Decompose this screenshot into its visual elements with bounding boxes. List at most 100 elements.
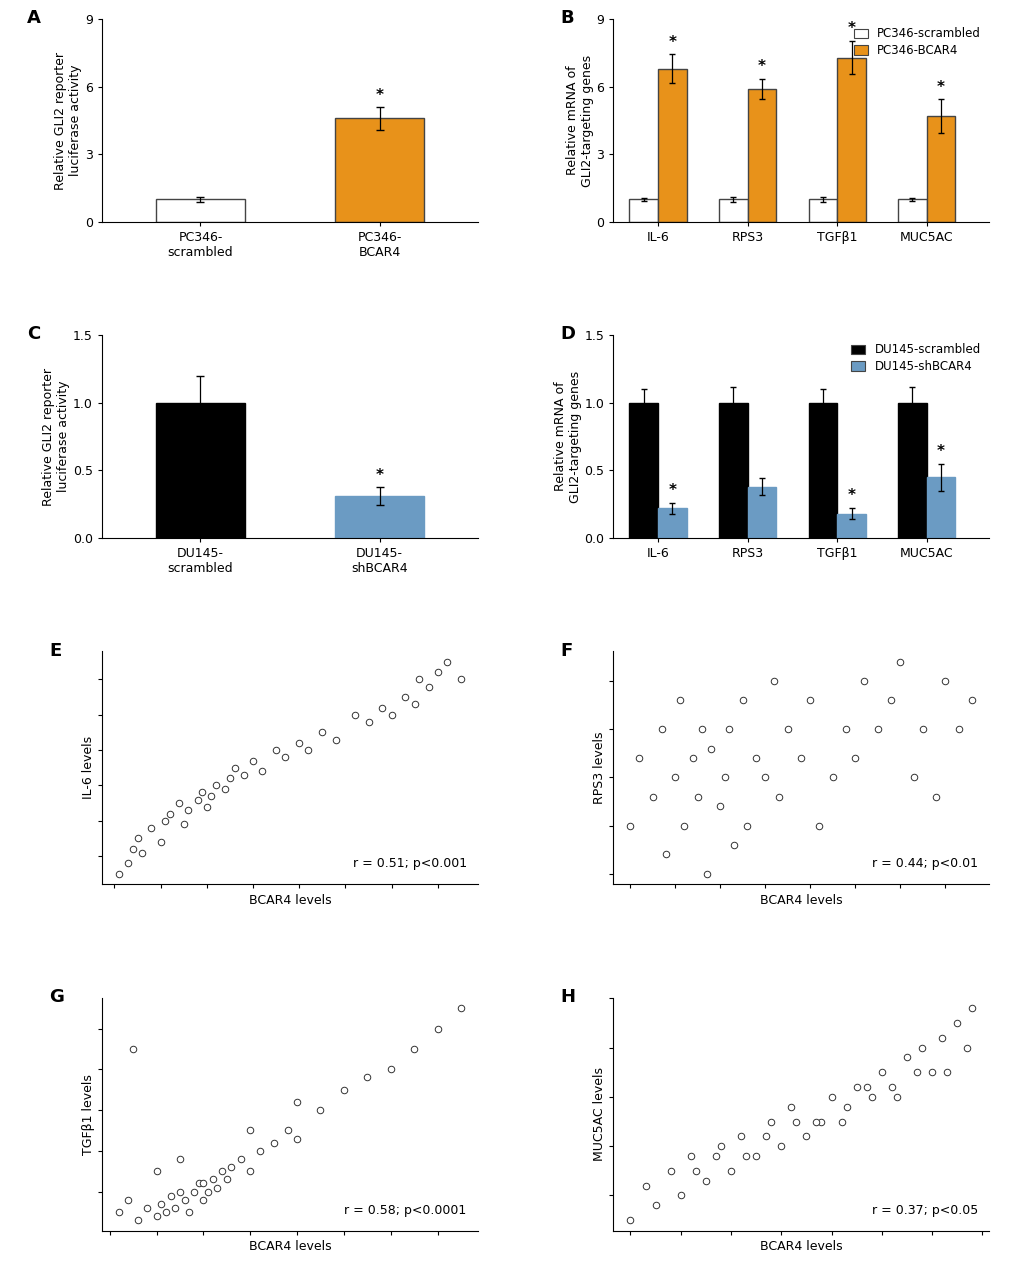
Point bbox=[933, 1028, 950, 1049]
Point bbox=[869, 719, 886, 740]
Point bbox=[288, 1092, 305, 1113]
Point bbox=[407, 694, 423, 714]
Point bbox=[411, 669, 427, 690]
Text: A: A bbox=[26, 9, 41, 27]
Text: B: B bbox=[560, 9, 574, 27]
Point bbox=[328, 729, 344, 750]
Point bbox=[739, 815, 755, 836]
Text: *: * bbox=[936, 444, 945, 459]
Point bbox=[711, 796, 728, 817]
Point bbox=[793, 747, 809, 768]
Point bbox=[194, 782, 210, 803]
Point bbox=[936, 670, 953, 691]
Text: *: * bbox=[847, 21, 855, 36]
Point bbox=[923, 1061, 940, 1082]
Point bbox=[726, 835, 742, 855]
Point bbox=[948, 1013, 964, 1033]
Point bbox=[873, 1061, 890, 1082]
Point bbox=[748, 747, 764, 768]
Point bbox=[176, 1190, 193, 1210]
Point bbox=[209, 1177, 225, 1197]
Bar bbox=[156, 403, 245, 538]
Point bbox=[637, 1176, 653, 1196]
Point bbox=[157, 810, 173, 831]
Text: H: H bbox=[560, 988, 575, 1006]
Point bbox=[374, 697, 390, 718]
Bar bbox=[718, 403, 747, 538]
Y-axis label: IL-6 levels: IL-6 levels bbox=[82, 736, 95, 800]
Point bbox=[438, 651, 454, 672]
Point bbox=[242, 1161, 258, 1182]
Point bbox=[694, 719, 710, 740]
Point bbox=[855, 670, 871, 691]
Point bbox=[863, 1087, 879, 1108]
Point bbox=[788, 1111, 804, 1132]
Point bbox=[139, 1197, 155, 1218]
Point bbox=[644, 786, 660, 806]
X-axis label: BCAR4 levels: BCAR4 levels bbox=[759, 894, 842, 908]
Text: *: * bbox=[667, 483, 676, 497]
Bar bbox=[747, 88, 775, 222]
Point bbox=[779, 719, 795, 740]
Y-axis label: MUC5AC levels: MUC5AC levels bbox=[593, 1067, 606, 1161]
Point bbox=[133, 842, 150, 863]
Point bbox=[199, 796, 215, 817]
Y-axis label: Relative GLI2 reporter
luciferase activity: Relative GLI2 reporter luciferase activi… bbox=[54, 51, 83, 190]
Point bbox=[905, 767, 921, 787]
Point bbox=[148, 1206, 164, 1227]
Point bbox=[807, 1111, 823, 1132]
Point bbox=[397, 687, 414, 708]
Point bbox=[783, 1096, 799, 1117]
Text: r = 0.58; p<0.0001: r = 0.58; p<0.0001 bbox=[344, 1204, 467, 1217]
Point bbox=[158, 1201, 174, 1222]
Legend: PC346-scrambled, PC346-BCAR4: PC346-scrambled, PC346-BCAR4 bbox=[851, 26, 982, 59]
Text: C: C bbox=[26, 326, 40, 344]
Point bbox=[346, 705, 363, 726]
Point bbox=[697, 1170, 713, 1191]
Point bbox=[757, 1126, 773, 1146]
Point bbox=[858, 1077, 874, 1097]
Bar bbox=[334, 496, 424, 538]
Point bbox=[185, 1181, 202, 1201]
Point bbox=[812, 1111, 828, 1132]
Point bbox=[314, 722, 330, 742]
Legend: DU145-scrambled, DU145-shBCAR4: DU145-scrambled, DU145-shBCAR4 bbox=[848, 341, 982, 376]
Point bbox=[288, 1128, 305, 1149]
Bar bbox=[629, 403, 657, 538]
Point bbox=[963, 690, 979, 710]
Point bbox=[452, 669, 469, 690]
X-axis label: BCAR4 levels: BCAR4 levels bbox=[759, 1241, 842, 1254]
Point bbox=[359, 1067, 375, 1087]
Point bbox=[798, 1126, 814, 1146]
Point bbox=[175, 814, 192, 835]
Point bbox=[824, 767, 841, 787]
Point bbox=[111, 1201, 127, 1222]
Point bbox=[810, 815, 826, 836]
Point bbox=[622, 815, 638, 836]
Point bbox=[657, 845, 674, 865]
Point bbox=[120, 853, 137, 873]
Point bbox=[734, 690, 750, 710]
Text: G: G bbox=[49, 988, 64, 1006]
Bar bbox=[718, 200, 747, 222]
Bar bbox=[926, 477, 955, 538]
Bar bbox=[629, 200, 657, 222]
Text: r = 0.51; p<0.001: r = 0.51; p<0.001 bbox=[353, 858, 467, 870]
Text: *: * bbox=[757, 59, 765, 74]
Text: *: * bbox=[375, 468, 383, 482]
Point bbox=[111, 864, 127, 885]
Point bbox=[232, 1149, 249, 1169]
Point bbox=[171, 792, 187, 813]
Point bbox=[722, 1160, 739, 1181]
Point bbox=[772, 1136, 789, 1156]
Point bbox=[682, 1146, 698, 1167]
Point bbox=[251, 1141, 267, 1161]
Point bbox=[888, 1087, 904, 1108]
Bar bbox=[657, 69, 686, 222]
X-axis label: BCAR4 levels: BCAR4 levels bbox=[249, 1241, 331, 1254]
Point bbox=[913, 1037, 929, 1058]
Text: r = 0.37; p<0.05: r = 0.37; p<0.05 bbox=[871, 1204, 977, 1217]
Point bbox=[765, 670, 782, 691]
Point bbox=[277, 747, 293, 768]
Point bbox=[129, 828, 146, 849]
